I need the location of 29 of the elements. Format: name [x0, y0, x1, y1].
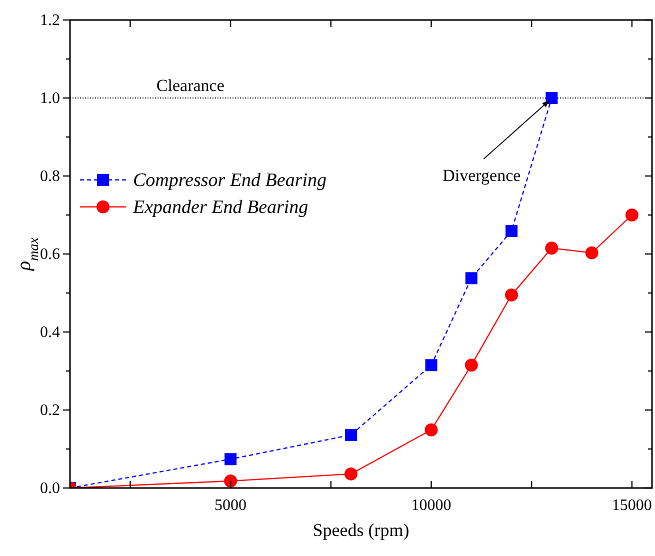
- x-tick-label: 5000: [214, 497, 247, 514]
- y-tick-label: 0.4: [40, 324, 60, 341]
- legend-label: Compressor End Bearing: [133, 170, 327, 191]
- point: [424, 423, 438, 436]
- point: [344, 428, 357, 441]
- point: [545, 242, 558, 255]
- y-tick-label: 1.0: [40, 90, 60, 107]
- point: [224, 453, 237, 466]
- legend-label: Expander End Bearing: [132, 196, 308, 218]
- y-tick-label: 0.2: [40, 402, 60, 419]
- x-tick-label: 10000: [411, 497, 452, 514]
- ref-line-label: Clearance: [156, 76, 224, 95]
- x-tick-label: 15000: [612, 497, 652, 514]
- y-tick-label: 0.0: [40, 480, 60, 497]
- y-tick-label: 1.2: [40, 12, 60, 29]
- point: [344, 467, 358, 480]
- y-tick-label: 0.8: [40, 168, 60, 185]
- point: [585, 246, 598, 260]
- point: [464, 358, 478, 372]
- point: [465, 272, 478, 284]
- x-axis-title: Speeds (rpm): [312, 520, 410, 540]
- y-tick-label: 0.6: [40, 246, 60, 263]
- point: [546, 92, 558, 104]
- point: [625, 208, 638, 222]
- point: [425, 359, 438, 372]
- point: [506, 224, 518, 237]
- annotation: Divergence: [442, 166, 521, 185]
- point: [505, 288, 518, 302]
- point: [224, 474, 238, 488]
